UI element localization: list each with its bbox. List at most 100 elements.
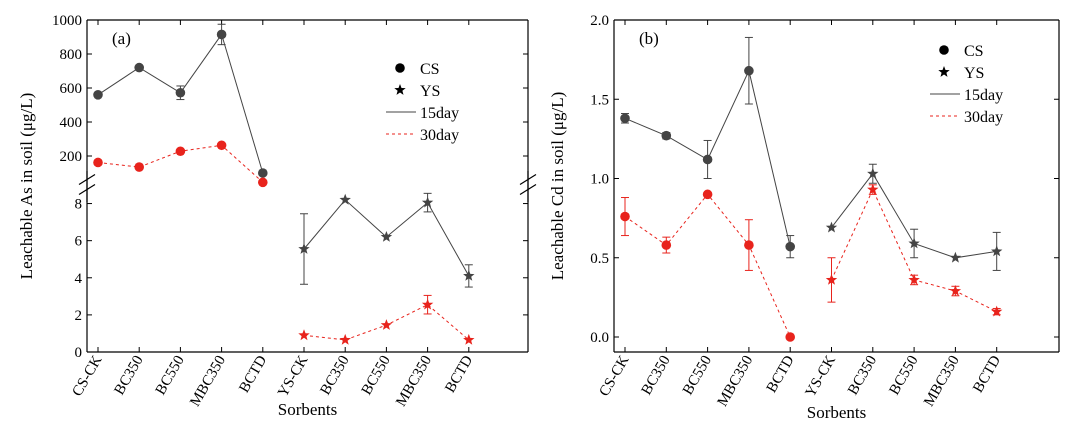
legend: CS YS 15day 30day: [386, 61, 459, 144]
data-point: [258, 168, 268, 178]
data-point: [949, 251, 962, 263]
legend-label: 30day: [964, 109, 1003, 126]
data-point: [991, 245, 1003, 257]
y-tick-label: 1.0: [590, 172, 609, 188]
data-point: [463, 269, 475, 281]
x-tick-label: BC550: [153, 353, 188, 398]
data-point: [867, 183, 879, 195]
y-tick-label: 600: [60, 81, 83, 97]
series-ys-15day: [825, 163, 1003, 271]
data-point: [298, 329, 310, 341]
data-point: [785, 332, 795, 342]
data-point: [421, 196, 434, 208]
data-point: [991, 305, 1003, 317]
data-point: [93, 90, 103, 100]
data-point: [216, 140, 227, 151]
y-tick-label: 1.5: [590, 92, 609, 108]
y-axis-title: Leachable Cd in soil (μg/L): [548, 92, 567, 281]
panel-b: 0.00.51.01.52.0CS-CK BC350 BC550 MBC350 BCTD…: [548, 13, 1060, 422]
data-point: [134, 62, 144, 73]
legend-label: YS: [964, 65, 984, 82]
data-point: [744, 65, 754, 76]
data-point: [93, 157, 103, 168]
data-point: [380, 231, 393, 242]
data-point: [463, 333, 475, 345]
data-point: [380, 319, 393, 330]
x-tick-label: BC550: [680, 353, 715, 398]
legend-marker-ys: [394, 84, 406, 95]
x-tick-label: CS-CK: [597, 353, 633, 399]
data-point: [825, 273, 838, 285]
axis-break-mark: [78, 183, 96, 196]
series-ys-30day: [825, 183, 1003, 317]
data-point: [744, 240, 754, 250]
y-tick-label: 4: [75, 271, 83, 287]
x-tick-label: BC550: [359, 353, 394, 398]
data-point: [298, 243, 310, 254]
data-point: [949, 285, 962, 296]
y-tick-label: 400: [60, 115, 83, 131]
axis-break-mark: [519, 183, 537, 196]
data-point: [785, 241, 795, 252]
y-tick-label: 6: [75, 234, 83, 250]
x-tick-label: BC350: [112, 353, 147, 398]
x-tick-label: MBC350: [715, 353, 757, 409]
data-point: [661, 240, 672, 250]
data-point: [339, 193, 351, 205]
legend-label: 15day: [420, 105, 459, 122]
series-ys-30day: [298, 294, 475, 345]
x-tick-label: MBC350: [393, 353, 435, 409]
legend-marker-cs: [939, 45, 949, 55]
series-cs-30day: [620, 189, 795, 342]
x-axis-title: Sorbents: [807, 403, 867, 422]
panel-label: (a): [112, 29, 131, 48]
y-tick-label: 1000: [52, 13, 82, 29]
data-point: [702, 189, 713, 200]
data-point: [175, 146, 186, 157]
x-tick-label: BC350: [639, 353, 674, 398]
legend-label: CS: [964, 43, 984, 60]
y-tick-label: 800: [60, 47, 83, 63]
data-point: [175, 87, 186, 98]
series-cs-30day: [93, 140, 268, 188]
x-tick-label: BCTD: [236, 353, 270, 396]
y-tick-label: 8: [75, 197, 83, 213]
data-point: [421, 298, 434, 310]
x-tick-label: BCTD: [442, 353, 476, 396]
y-tick-label: 2.0: [590, 13, 609, 29]
data-point: [661, 130, 672, 141]
data-point: [825, 221, 838, 233]
data-point: [620, 113, 630, 124]
legend-label: 30day: [420, 127, 459, 144]
data-point: [908, 237, 920, 249]
series-line: [624, 193, 791, 338]
x-tick-label: BC350: [845, 353, 880, 398]
y-tick-label: 0.5: [590, 251, 609, 267]
series-ys-15day: [298, 192, 475, 288]
legend-marker-cs: [395, 63, 405, 73]
legend: CS YS 15day 30day: [930, 43, 1003, 126]
data-point: [216, 29, 227, 40]
data-point: [134, 162, 144, 172]
axis-break-mark: [78, 173, 96, 186]
x-tick-label: BC550: [886, 353, 921, 398]
x-tick-label: YS-CK: [803, 353, 839, 400]
data-point: [620, 211, 630, 222]
data-point: [258, 177, 268, 188]
series-cs-15day: [93, 23, 268, 178]
y-tick-label: 0: [75, 345, 83, 361]
axis-break-mark: [519, 173, 537, 186]
x-tick-label: YS-CK: [275, 353, 311, 400]
x-axis-title: Sorbents: [278, 400, 338, 419]
x-tick-label: MBC350: [187, 353, 229, 409]
x-tick-label: BCTD: [764, 353, 798, 396]
series-cs-15day: [620, 36, 795, 259]
x-tick-label: MBC350: [921, 353, 963, 409]
data-point: [867, 167, 879, 179]
x-tick-label: BC350: [318, 353, 353, 398]
legend-label: CS: [420, 61, 440, 78]
data-point: [908, 273, 920, 285]
x-tick-label: BCTD: [970, 353, 1004, 396]
y-axis-title: Leachable As in soil (μg/L): [17, 93, 36, 280]
